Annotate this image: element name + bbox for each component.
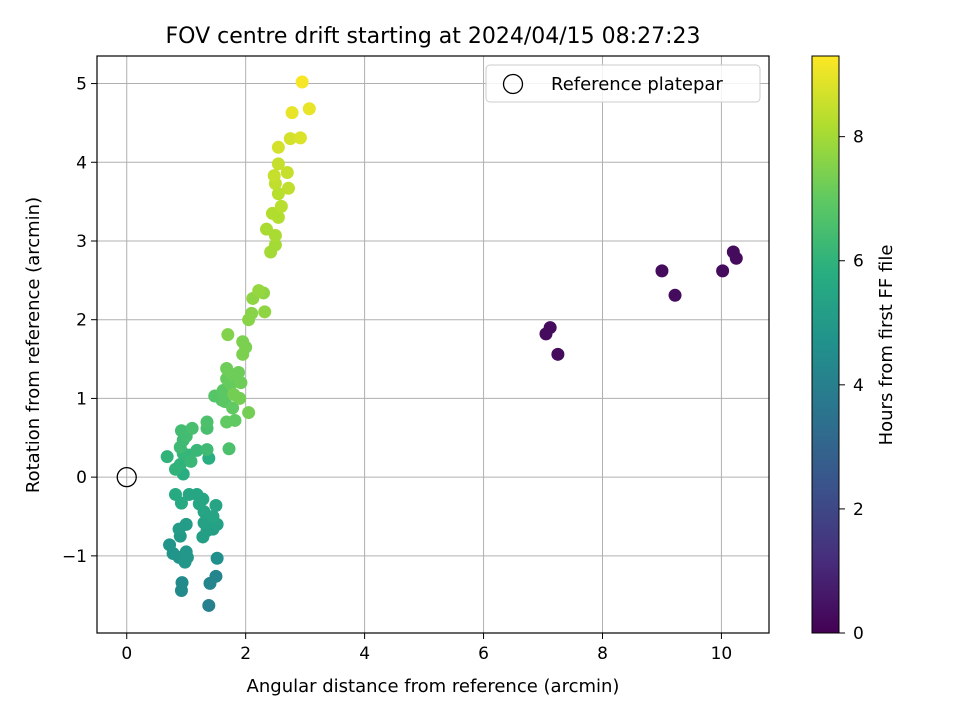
colorbar-tick-label: 6 [853, 252, 864, 272]
y-tick-label: 4 [76, 153, 87, 173]
scatter-point [180, 550, 194, 564]
colorbar-tick-label: 2 [853, 500, 864, 520]
x-tick-label: 0 [121, 644, 132, 664]
scatter-point [179, 517, 193, 531]
colorbar: 0 2 4 6 8 Hours from first FF file [811, 55, 897, 644]
scatter-point [281, 181, 295, 195]
scatter-point [190, 487, 204, 501]
scatter-point [200, 443, 214, 457]
scatter-point [271, 140, 285, 154]
y-tick-label: 0 [76, 468, 87, 488]
legend-entry-reference: Reference platepar [551, 74, 723, 95]
scatter-point [551, 347, 565, 361]
y-tick-label: 1 [76, 389, 87, 409]
colorbar-ticks: 0 2 4 6 8 [839, 128, 864, 644]
legend-box [485, 64, 761, 103]
scatter-point [221, 328, 235, 342]
scatter-point [184, 454, 198, 468]
scatter-point [543, 321, 557, 335]
scatter-point [245, 306, 259, 320]
scatter-point [302, 102, 316, 116]
y-axis-label: Rotation from reference (arcmin) [23, 197, 44, 493]
scatter-point [209, 569, 223, 583]
scatter-point [258, 305, 272, 319]
y-axis-ticks: −1 0 1 2 3 4 5 [62, 75, 97, 567]
scatter-point [228, 413, 242, 427]
colorbar-gradient [811, 55, 840, 634]
colorbar-tick-label: 0 [853, 624, 864, 644]
scatter-point [233, 391, 247, 405]
scatter-point [173, 458, 187, 472]
scatter-point [274, 199, 288, 213]
x-tick-label: 10 [711, 644, 733, 664]
scatter-point [174, 583, 188, 597]
plot-frame [96, 55, 770, 634]
scatter-point [160, 450, 174, 464]
scatter-point [202, 598, 216, 612]
x-tick-label: 2 [240, 644, 251, 664]
reference-point [116, 466, 137, 488]
reference-marker [116, 466, 137, 488]
scatter-point [236, 335, 250, 349]
scatter-point [268, 238, 282, 252]
scatter-point [200, 415, 214, 429]
y-tick-label: −1 [62, 547, 87, 567]
y-tick-label: 5 [76, 75, 87, 95]
colorbar-tick-label: 4 [853, 376, 864, 396]
scatter-point [174, 496, 188, 510]
colorbar-tick-label: 8 [853, 128, 864, 148]
chart-title: FOV centre drift starting at 2024/04/15 … [166, 24, 701, 49]
scatter-point [668, 288, 682, 302]
x-tick-label: 6 [478, 644, 489, 664]
scatter-point [280, 166, 294, 180]
scatter-point [267, 169, 281, 183]
scatter-point [716, 264, 730, 278]
scatter-point [209, 498, 223, 512]
scatter-point [295, 75, 309, 89]
scatter-point [234, 376, 248, 390]
scatter-point [271, 210, 285, 224]
scatter-point [174, 424, 188, 438]
scatter-point [285, 106, 299, 120]
x-axis-label: Angular distance from reference (arcmin) [247, 676, 620, 697]
scatter-point [185, 421, 199, 435]
x-tick-label: 8 [597, 644, 608, 664]
scatter-points [160, 75, 743, 612]
scatter-point [190, 443, 204, 457]
y-tick-label: 3 [76, 232, 87, 252]
legend-reference-marker [502, 73, 524, 95]
x-tick-label: 4 [359, 644, 370, 664]
scatter-point [232, 365, 246, 379]
scatter-point [252, 284, 266, 298]
scatter-point [226, 401, 240, 415]
scatter-point [271, 187, 285, 201]
x-axis-ticks: 0 2 4 6 8 10 [121, 633, 732, 664]
legend: Reference platepar [485, 64, 761, 103]
scatter-point [259, 222, 273, 236]
y-tick-label: 2 [76, 311, 87, 331]
scatter-point [729, 251, 743, 265]
colorbar-label: Hours from first FF file [876, 245, 897, 446]
scatter-point [222, 442, 236, 456]
scatter-point [210, 551, 224, 565]
scatter-point [242, 406, 256, 420]
scatter-point [293, 131, 307, 145]
scatter-point [655, 264, 669, 278]
scatter-point [283, 132, 297, 146]
grid-lines [97, 56, 769, 633]
scatter-point [271, 157, 285, 171]
